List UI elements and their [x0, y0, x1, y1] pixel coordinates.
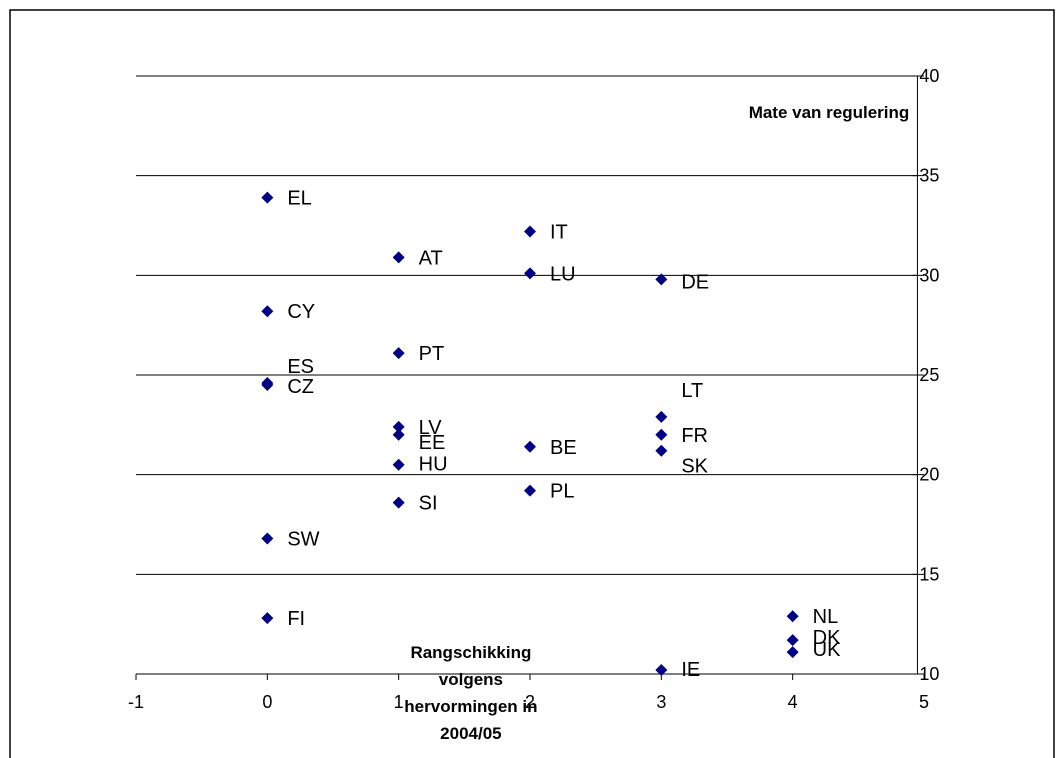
x-tick-label: 4 [788, 692, 798, 712]
point-label: LU [550, 263, 576, 285]
point-label: AT [419, 247, 443, 269]
data-points [261, 191, 799, 677]
x-tick-label: 3 [656, 692, 666, 712]
data-point [655, 428, 668, 441]
x-axis-title-line: volgens [439, 670, 503, 689]
x-axis-title-line: Rangschikking [410, 643, 531, 662]
data-point [392, 251, 405, 264]
data-point [786, 634, 799, 647]
point-label: LV [419, 417, 443, 439]
point-label: LT [681, 380, 703, 402]
x-tick-label: -1 [128, 692, 144, 712]
data-point [524, 484, 536, 497]
x-tick-label: 5 [919, 692, 929, 712]
point-label: DK [813, 627, 841, 649]
point-label: EL [287, 188, 311, 210]
data-point [261, 532, 274, 545]
data-point [261, 305, 274, 318]
point-label: PL [550, 481, 574, 503]
y-tick-label: 25 [919, 365, 939, 385]
data-point [261, 378, 274, 391]
data-point [786, 610, 799, 623]
y-tick-label: 20 [919, 465, 939, 485]
point-label: FR [681, 425, 708, 447]
point-label: SK [681, 456, 708, 478]
point-label: BE [550, 437, 577, 459]
point-label: CZ [287, 376, 314, 398]
point-label: DE [681, 271, 709, 293]
data-point [524, 267, 536, 280]
point-label: SI [419, 493, 438, 515]
data-point [392, 428, 405, 441]
y-axis-title: Mate van regulering [749, 103, 910, 122]
x-tick-label: 1 [394, 692, 404, 712]
data-point [261, 191, 274, 204]
data-point [392, 496, 405, 509]
x-axis-title: Rangschikking volgens hervormingen in 2004/… [404, 643, 537, 743]
point-label: EE [419, 432, 446, 454]
point-label: ES [287, 356, 314, 378]
point-label: FI [287, 608, 305, 630]
point-label: UK [813, 639, 841, 661]
point-label: HU [419, 454, 448, 476]
gridlines [136, 75, 924, 575]
y-tick-label: 40 [919, 66, 939, 86]
data-point [655, 273, 668, 286]
x-axis-title-line: 2004/05 [440, 724, 501, 743]
point-label: PT [419, 343, 445, 365]
x-tick-label: 2 [525, 692, 535, 712]
data-point [655, 444, 668, 457]
point-label: IT [550, 221, 568, 243]
data-point [392, 347, 405, 360]
y-tick-label: 35 [919, 166, 939, 186]
point-label: SW [287, 528, 319, 550]
point-label: CY [287, 301, 315, 323]
data-point [261, 612, 274, 625]
data-point [524, 440, 536, 453]
y-tick-label: 15 [919, 564, 939, 584]
x-tick-label: 0 [262, 692, 272, 712]
data-point [655, 410, 668, 423]
data-point [392, 458, 405, 471]
data-point [392, 420, 405, 433]
point-label: NL [813, 606, 839, 628]
x-axis-title-line: hervormingen in [404, 697, 537, 716]
data-point [524, 225, 536, 238]
data-point [786, 646, 799, 659]
point-label: IE [681, 659, 700, 681]
chart-frame [9, 9, 1055, 758]
data-point [655, 664, 668, 677]
y-tick-label: 30 [919, 265, 939, 285]
